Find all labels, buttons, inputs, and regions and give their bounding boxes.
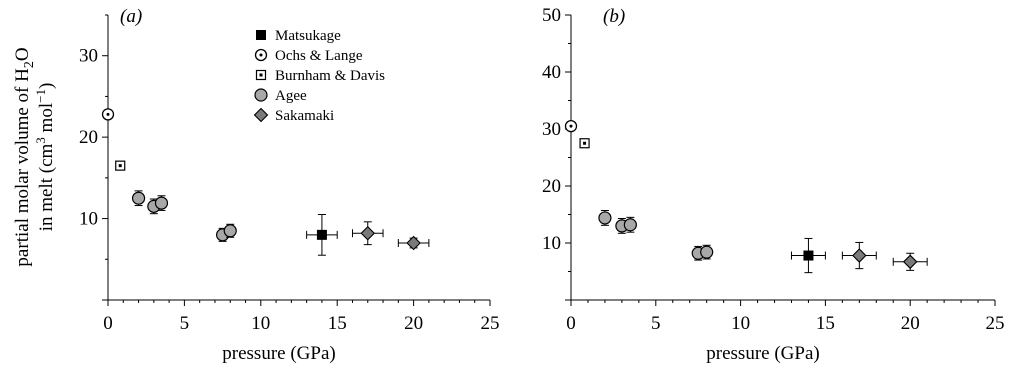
legend-marker bbox=[254, 88, 268, 102]
data-point bbox=[623, 218, 637, 232]
x-tick-label: 0 bbox=[103, 313, 113, 334]
data-point bbox=[223, 224, 237, 238]
x-tick-label: 15 bbox=[816, 313, 835, 334]
x-tick-label: 10 bbox=[731, 313, 750, 334]
x-axis-title: pressure (GPa) bbox=[706, 343, 819, 364]
legend-label: Ochs & Lange bbox=[275, 48, 363, 64]
series-burnham-davis bbox=[115, 160, 126, 171]
series-ochs-lange bbox=[101, 108, 115, 121]
series-matsukage bbox=[790, 237, 826, 274]
legend-label: Matsukage bbox=[275, 28, 341, 44]
x-axis-title: pressure (GPa) bbox=[222, 343, 335, 364]
legend-item: Ochs & Lange bbox=[254, 48, 363, 64]
data-point bbox=[406, 235, 421, 251]
y-tick-label: 40 bbox=[542, 62, 561, 83]
legend: Matsukage Ochs & Lange Burnham & Davis Agee… bbox=[253, 28, 385, 124]
legend-item: Agee bbox=[254, 88, 307, 104]
marker-dot bbox=[583, 141, 587, 145]
series-ochs-lange bbox=[564, 120, 578, 133]
series-sakamaki bbox=[841, 241, 928, 271]
legend-item: Matsukage bbox=[256, 28, 341, 44]
data-point bbox=[154, 196, 169, 210]
data-point bbox=[579, 138, 590, 149]
x-tick-label: 25 bbox=[481, 313, 500, 334]
marker-dot bbox=[569, 124, 573, 128]
y-tick-label: 30 bbox=[79, 46, 98, 67]
data-point bbox=[115, 160, 126, 171]
panel-label: (b) bbox=[603, 6, 625, 27]
data-point bbox=[700, 245, 714, 259]
series-sakamaki bbox=[351, 221, 430, 251]
x-tick-label: 0 bbox=[566, 313, 576, 334]
data-point bbox=[598, 211, 612, 225]
marker-dot bbox=[259, 53, 263, 57]
x-tick-label: 5 bbox=[651, 313, 661, 334]
legend-marker bbox=[253, 107, 269, 123]
legend-marker bbox=[256, 30, 266, 40]
marker-dot bbox=[259, 73, 263, 77]
series-agee bbox=[598, 210, 714, 261]
legend-label: Agee bbox=[275, 88, 307, 104]
y-tick-label: 10 bbox=[542, 233, 561, 254]
data-point bbox=[131, 191, 146, 205]
data-point bbox=[803, 250, 814, 261]
legend-item: Sakamaki bbox=[253, 107, 334, 124]
legend-marker bbox=[254, 48, 268, 62]
x-tick-label: 20 bbox=[404, 313, 423, 334]
y-tick-label: 20 bbox=[542, 176, 561, 197]
series-matsukage bbox=[306, 214, 338, 256]
panel-label: (a) bbox=[120, 6, 142, 27]
x-tick-label: 25 bbox=[986, 313, 1005, 334]
y-axis-title-line1: partial molar volume of H2O bbox=[12, 47, 37, 266]
legend-label: Sakamaki bbox=[275, 108, 334, 124]
panel-b: 0 5 10 15 20 25 10 20 30 40 50 pressure (GPa) (b) bbox=[542, 5, 1005, 364]
marker-dot bbox=[106, 112, 110, 116]
data-point bbox=[564, 120, 578, 133]
data-point bbox=[360, 225, 376, 241]
x-tick-label: 10 bbox=[251, 313, 270, 334]
legend-marker bbox=[255, 69, 267, 81]
x-tick-label: 5 bbox=[180, 313, 190, 334]
x-tick-label: 15 bbox=[328, 313, 347, 334]
data-point bbox=[852, 248, 867, 263]
y-tick-label: 10 bbox=[79, 209, 98, 230]
legend-item: Burnham & Davis bbox=[255, 68, 385, 84]
data-point bbox=[101, 108, 115, 121]
y-tick-label: 20 bbox=[79, 127, 98, 148]
y-tick-label: 30 bbox=[542, 119, 561, 140]
series-agee bbox=[131, 190, 237, 242]
data-point bbox=[316, 229, 327, 240]
y-tick-label: 50 bbox=[542, 5, 561, 26]
legend-label: Burnham & Davis bbox=[275, 68, 385, 84]
data-point bbox=[902, 254, 918, 270]
marker-dot bbox=[118, 164, 122, 168]
y-axis-title-line2: in melt (cm3 mol−1) bbox=[33, 83, 57, 232]
panel-a: 0 5 10 15 20 25 10 20 30 pressure (GPa) (a) bbox=[79, 6, 500, 364]
series-burnham-davis bbox=[579, 138, 590, 149]
x-tick-label: 20 bbox=[901, 313, 920, 334]
